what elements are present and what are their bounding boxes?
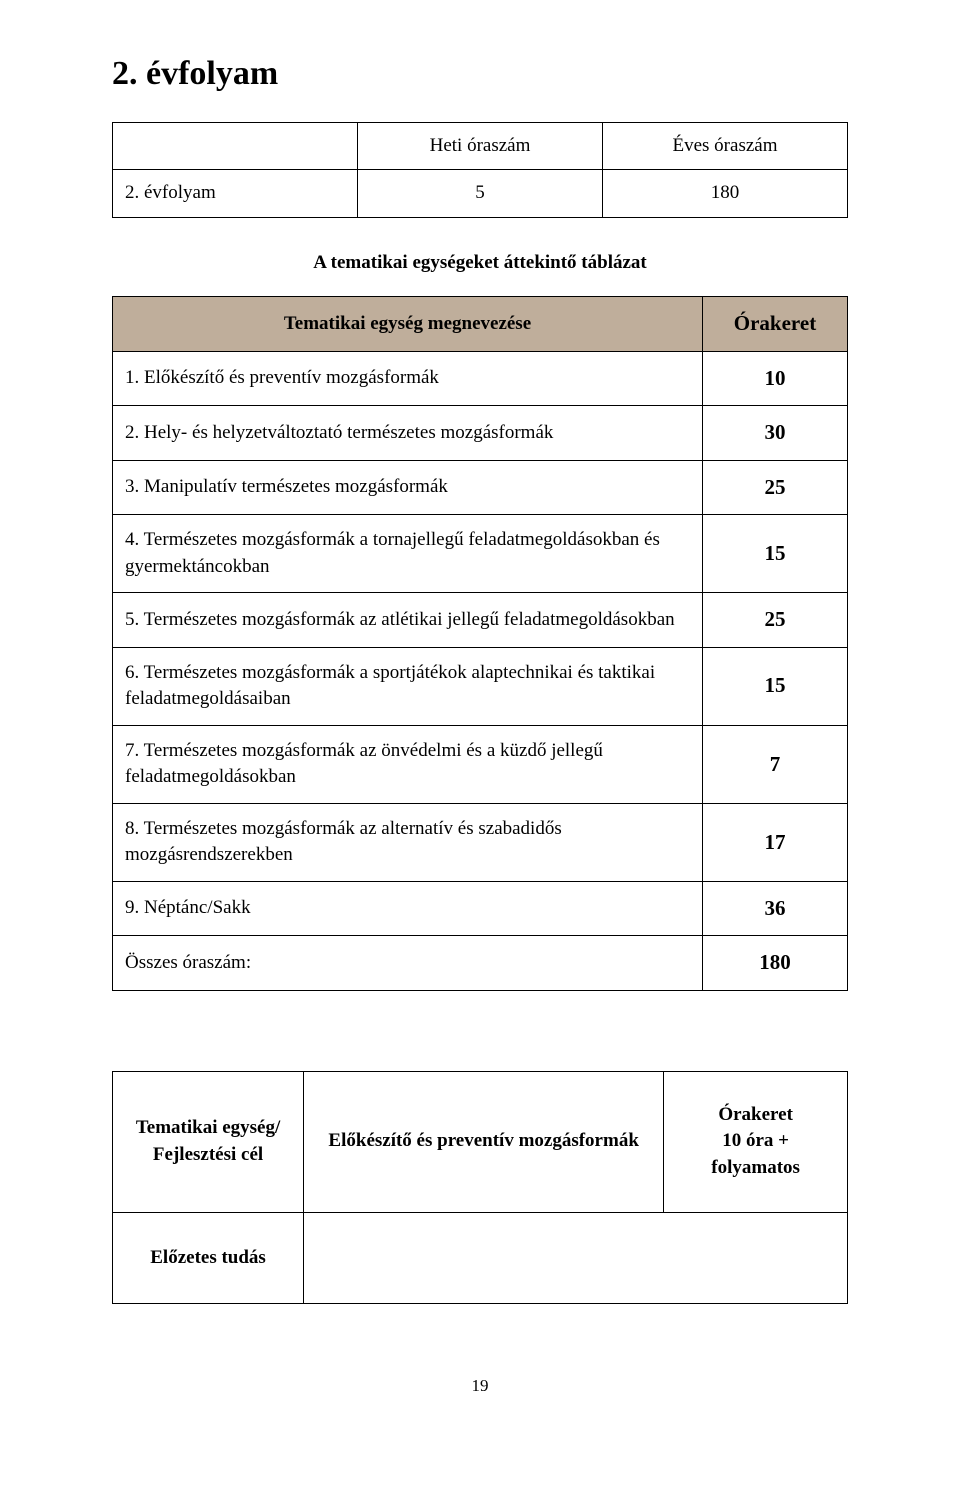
bottom-prev: Előzetes tudás (113, 1212, 304, 1304)
topic-value: 36 (703, 882, 848, 936)
topic-label: 9. Néptánc/Sakk (113, 882, 703, 936)
hour-table-yearly: 180 (603, 170, 848, 218)
table-row: 4. Természetes mozgásformák a tornajelle… (113, 514, 848, 592)
topic-value: 17 (703, 803, 848, 881)
table-row: 9. Néptánc/Sakk 36 (113, 882, 848, 936)
topic-value: 15 (703, 647, 848, 725)
subtitle: A tematikai egységeket áttekintő tábláza… (112, 250, 848, 277)
topic-total-label: Összes óraszám: (113, 936, 703, 990)
topic-total-value: 180 (703, 936, 848, 990)
topic-label: 6. Természetes mozgásformák a sportjáték… (113, 647, 703, 725)
page-title: 2. évfolyam (112, 50, 848, 98)
bottom-table: Tematikai egység/ Fejlesztési cél Előkés… (112, 1071, 848, 1304)
hour-table-weekly: 5 (358, 170, 603, 218)
hour-table-header-yearly: Éves óraszám (603, 122, 848, 170)
page-number: 19 (112, 1374, 848, 1398)
table-row: 5. Természetes mozgásformák az atlétikai… (113, 593, 848, 647)
topic-label: 4. Természetes mozgásformák a tornajelle… (113, 514, 703, 592)
topic-label: 5. Természetes mozgásformák az atlétikai… (113, 593, 703, 647)
table-row: 6. Természetes mozgásformák a sportjáték… (113, 647, 848, 725)
topic-label: 2. Hely- és helyzetváltoztató természete… (113, 406, 703, 460)
bottom-left-line1: Tematikai egység/ (136, 1117, 280, 1138)
table-row: 3. Manipulatív természetes mozgásformák … (113, 460, 848, 514)
topic-value: 30 (703, 406, 848, 460)
bottom-mid: Előkészítő és preventív mozgásformák (304, 1071, 664, 1212)
topic-label: 7. Természetes mozgásformák az önvédelmi… (113, 725, 703, 803)
bottom-right-line2: 10 óra + (722, 1130, 789, 1151)
hour-table-label: 2. évfolyam (113, 170, 358, 218)
topic-table-header-left: Tematikai egység megnevezése (113, 297, 703, 351)
topic-value: 25 (703, 460, 848, 514)
topic-value: 25 (703, 593, 848, 647)
hour-table: Heti óraszám Éves óraszám 2. évfolyam 5 … (112, 122, 848, 218)
topic-table-header-right: Órakeret (703, 297, 848, 351)
bottom-left-line2: Fejlesztési cél (153, 1144, 263, 1165)
bottom-prev-empty (304, 1212, 848, 1304)
table-row: 1. Előkészítő és preventív mozgásformák … (113, 351, 848, 405)
topic-value: 15 (703, 514, 848, 592)
table-row-total: Összes óraszám: 180 (113, 936, 848, 990)
bottom-right: Órakeret 10 óra + folyamatos (664, 1071, 848, 1212)
topic-value: 10 (703, 351, 848, 405)
bottom-right-line3: folyamatos (711, 1157, 800, 1178)
hour-table-row: 2. évfolyam 5 180 (113, 170, 848, 218)
table-row: 8. Természetes mozgásformák az alternatí… (113, 803, 848, 881)
bottom-left: Tematikai egység/ Fejlesztési cél (113, 1071, 304, 1212)
topic-value: 7 (703, 725, 848, 803)
topic-label: 3. Manipulatív természetes mozgásformák (113, 460, 703, 514)
topic-label: 1. Előkészítő és preventív mozgásformák (113, 351, 703, 405)
hour-table-header-weekly: Heti óraszám (358, 122, 603, 170)
topic-label: 8. Természetes mozgásformák az alternatí… (113, 803, 703, 881)
hour-table-header-empty (113, 122, 358, 170)
table-row: 2. Hely- és helyzetváltoztató természete… (113, 406, 848, 460)
table-row: 7. Természetes mozgásformák az önvédelmi… (113, 725, 848, 803)
topic-table: Tematikai egység megnevezése Órakeret 1.… (112, 296, 848, 990)
bottom-right-line1: Órakeret (718, 1104, 793, 1125)
